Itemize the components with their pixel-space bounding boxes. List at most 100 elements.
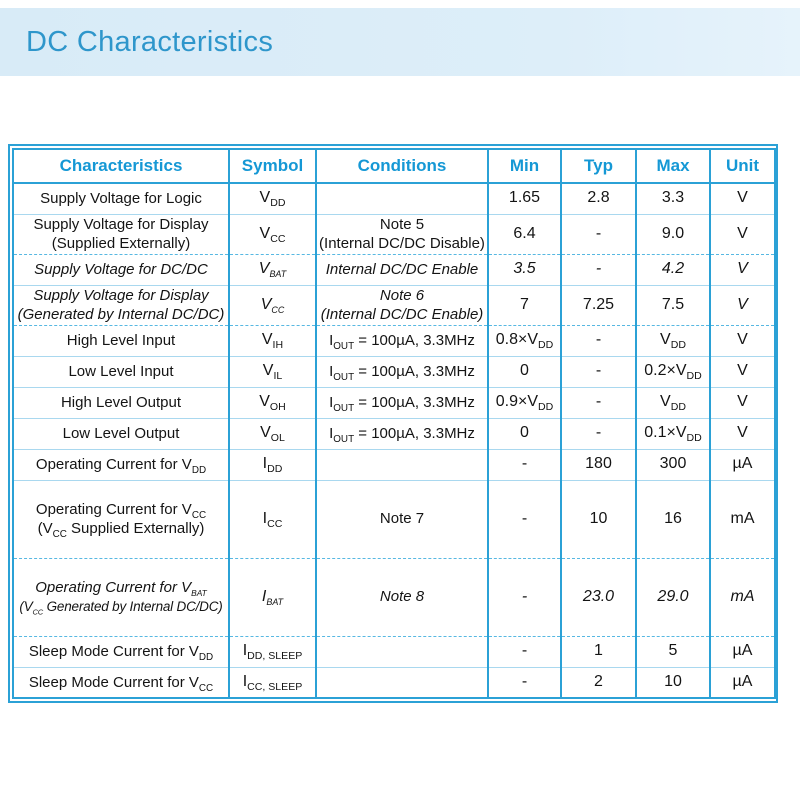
conditions-cell: Internal DC/DC Enable	[315, 253, 488, 285]
table-row: Sleep Mode Current for VDD IDD, SLEEP -1 5 µ…	[13, 635, 775, 667]
conditions-cell: Note 7	[315, 479, 488, 558]
characteristics-cell: Sleep Mode Current for VCC	[13, 666, 229, 698]
table-body: Supply Voltage for Logic VDD 1.65 2.8 3.3 V Su…	[13, 183, 775, 698]
symbol-cell: IDD	[228, 448, 316, 480]
unit-cell: V	[709, 417, 775, 449]
header-row: Characteristics Symbol Conditions Min Typ Max…	[13, 149, 775, 184]
characteristics-cell: High Level Input	[13, 324, 229, 356]
table-row: Low Level Input VIL IOUT = 100µA, 3.3MHz 0-…	[13, 355, 775, 387]
conditions-cell	[315, 666, 488, 698]
min-cell: -	[487, 557, 561, 636]
conditions-cell: IOUT = 100µA, 3.3MHz	[315, 324, 488, 356]
dc-characteristics-table-wrap: Characteristics Symbol Conditions Min Typ Max…	[8, 144, 778, 703]
min-cell: 3.5	[487, 253, 561, 285]
unit-cell: V	[709, 386, 775, 418]
unit-cell: V	[709, 355, 775, 387]
typ-cell: 7.25	[560, 284, 636, 325]
table-header: Characteristics Symbol Conditions Min Typ Max…	[13, 149, 775, 184]
unit-cell: mA	[709, 479, 775, 558]
typ-cell: -	[560, 417, 636, 449]
conditions-cell: Note 6 (Internal DC/DC Enable)	[315, 284, 488, 325]
typ-cell: 2.8	[560, 183, 636, 214]
characteristics-cell: Operating Current for VBAT (VCC Generated…	[13, 557, 229, 636]
symbol-cell: VOL	[228, 417, 316, 449]
table-row: Supply Voltage for Display (Generated by …	[13, 284, 775, 325]
max-cell: VDD	[635, 324, 710, 356]
min-cell: 6.4	[487, 213, 561, 254]
max-cell: 4.2	[635, 253, 710, 285]
conditions-cell: IOUT = 100µA, 3.3MHz	[315, 417, 488, 449]
min-cell: 7	[487, 284, 561, 325]
unit-cell: V	[709, 253, 775, 285]
min-cell: -	[487, 635, 561, 667]
max-cell: 300	[635, 448, 710, 480]
typ-cell: -	[560, 213, 636, 254]
symbol-cell: VOH	[228, 386, 316, 418]
max-cell: VDD	[635, 386, 710, 418]
typ-cell: -	[560, 355, 636, 387]
column-header-symbol: Symbol	[228, 149, 316, 184]
min-cell: 0	[487, 355, 561, 387]
symbol-cell: ICC, SLEEP	[228, 666, 316, 698]
typ-cell: -	[560, 253, 636, 285]
column-header-unit: Unit	[709, 149, 775, 184]
max-cell: 10	[635, 666, 710, 698]
table-row: High Level Output VOH IOUT = 100µA, 3.3MHz…	[13, 386, 775, 418]
symbol-cell: IDD, SLEEP	[228, 635, 316, 667]
unit-cell: µA	[709, 635, 775, 667]
unit-cell: µA	[709, 666, 775, 698]
characteristics-cell: Low Level Input	[13, 355, 229, 387]
max-cell: 7.5	[635, 284, 710, 325]
unit-cell: V	[709, 324, 775, 356]
dc-characteristics-table: Characteristics Symbol Conditions Min Typ Max…	[12, 148, 776, 699]
min-cell: 0	[487, 417, 561, 449]
characteristics-cell: Supply Voltage for Display (Generated by …	[13, 284, 229, 325]
symbol-cell: VIL	[228, 355, 316, 387]
max-cell: 3.3	[635, 183, 710, 214]
min-cell: 0.8×VDD	[487, 324, 561, 356]
symbol-cell: VDD	[228, 183, 316, 214]
typ-cell: 2	[560, 666, 636, 698]
typ-cell: 180	[560, 448, 636, 480]
typ-cell: -	[560, 386, 636, 418]
column-header-characteristics: Characteristics	[13, 149, 229, 184]
min-cell: 0.9×VDD	[487, 386, 561, 418]
characteristics-cell: Supply Voltage for DC/DC	[13, 253, 229, 285]
column-header-min: Min	[487, 149, 561, 184]
symbol-cell: VCC	[228, 284, 316, 325]
characteristics-cell: High Level Output	[13, 386, 229, 418]
max-cell: 0.1×VDD	[635, 417, 710, 449]
table-row: Operating Current for VCC (VCC Supplied E…	[13, 479, 775, 558]
characteristics-cell: Supply Voltage for Logic	[40, 190, 202, 207]
table-row: Supply Voltage for DC/DC VBAT Internal DC/…	[13, 253, 775, 285]
unit-cell: mA	[709, 557, 775, 636]
typ-cell: 10	[560, 479, 636, 558]
conditions-cell: Note 5 (Internal DC/DC Disable)	[315, 213, 488, 254]
symbol-cell: VBAT	[228, 253, 316, 285]
table-row: Supply Voltage for Display (Supplied Exte…	[13, 213, 775, 254]
table-row: High Level Input VIH IOUT = 100µA, 3.3MHz 0…	[13, 324, 775, 356]
symbol-cell: IBAT	[228, 557, 316, 636]
characteristics-cell: Operating Current for VCC (VCC Supplied E…	[13, 479, 229, 558]
conditions-cell: IOUT = 100µA, 3.3MHz	[315, 355, 488, 387]
table-row: Operating Current for VDD IDD -180 300 µA	[13, 448, 775, 480]
characteristics-cell: Low Level Output	[13, 417, 229, 449]
table-row: Sleep Mode Current for VCC ICC, SLEEP -2 10…	[13, 666, 775, 698]
column-header-typ: Typ	[560, 149, 636, 184]
unit-cell: V	[709, 284, 775, 325]
column-header-max: Max	[635, 149, 710, 184]
max-cell: 29.0	[635, 557, 710, 636]
min-cell: 1.65	[487, 183, 561, 214]
conditions-cell: Note 8	[315, 557, 488, 636]
page-title: DC Characteristics	[26, 25, 274, 58]
conditions-cell	[315, 635, 488, 667]
max-cell: 9.0	[635, 213, 710, 254]
typ-cell: 1	[560, 635, 636, 667]
symbol-cell: ICC	[228, 479, 316, 558]
unit-cell: V	[709, 213, 775, 254]
table-row: Low Level Output VOL IOUT = 100µA, 3.3MHz 0…	[13, 417, 775, 449]
max-cell: 5	[635, 635, 710, 667]
table-row: Operating Current for VBAT (VCC Generated…	[13, 557, 775, 636]
symbol-cell: VIH	[228, 324, 316, 356]
